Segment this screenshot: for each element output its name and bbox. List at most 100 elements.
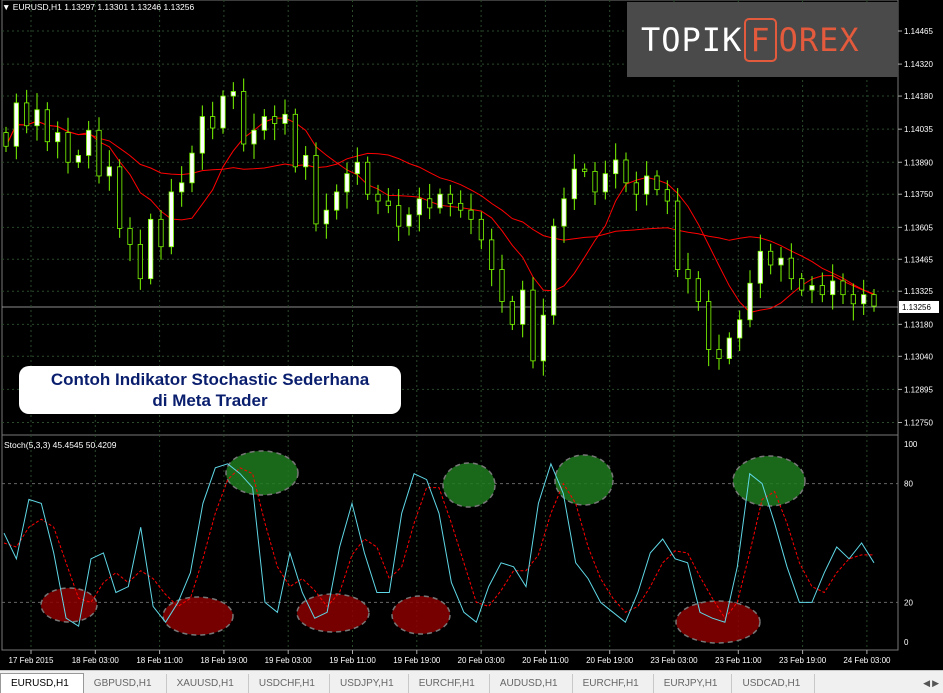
- candle-body: [189, 152, 195, 184]
- caption-line-2: di Meta Trader: [152, 391, 268, 410]
- candle-body: [530, 289, 536, 362]
- candle-body: [747, 282, 753, 321]
- price-axis-label: 1.12750: [904, 418, 933, 427]
- scroll-left-icon[interactable]: ◀: [923, 679, 931, 689]
- tab-eurchf-h1-2[interactable]: EURCHF,H1: [573, 674, 654, 693]
- candle-body: [168, 191, 174, 248]
- caption-box: Contoh Indikator Stochastic Sederhana di…: [19, 366, 401, 414]
- candle-body: [840, 280, 846, 296]
- candle-body: [385, 200, 391, 207]
- candle-body: [261, 116, 267, 131]
- time-axis-label: 23 Feb 03:00: [650, 656, 698, 665]
- candle-body: [551, 225, 557, 316]
- overbought-highlight: [732, 455, 806, 507]
- candle-body: [830, 280, 836, 296]
- time-axis-label: 18 Feb 19:00: [200, 656, 248, 665]
- scroll-right-icon[interactable]: ▶: [932, 679, 939, 689]
- candle-body: [55, 132, 61, 143]
- candle-body: [375, 193, 381, 202]
- price-axis-label: 1.13465: [904, 255, 933, 264]
- tab-eurchf-h1[interactable]: EURCHF,H1: [409, 674, 490, 693]
- tab-eurjpy-h1[interactable]: EURJPY,H1: [654, 674, 733, 693]
- tab-gbpusd-h1[interactable]: GBPUSD,H1: [84, 674, 167, 693]
- price-axis-label: 1.14180: [904, 92, 933, 101]
- topikforex-logo: TOPIK F OREX: [627, 2, 898, 77]
- oversold-highlight: [296, 593, 370, 633]
- stochastic-lines: [3, 462, 875, 628]
- candle-body: [272, 116, 278, 124]
- oversold-highlight: [40, 587, 98, 623]
- candle-body: [396, 205, 402, 227]
- candle-body: [540, 314, 546, 362]
- candle-body: [685, 269, 691, 280]
- candle-body: [34, 109, 40, 127]
- candle-body: [788, 257, 794, 280]
- tab-usdcad-h1[interactable]: USDCAD,H1: [732, 674, 816, 693]
- stoch-axis-label: 100: [904, 440, 918, 449]
- oversold-highlight: [162, 596, 234, 636]
- current-price-box: [899, 300, 939, 313]
- candle-body: [716, 349, 722, 359]
- candle-body: [799, 278, 805, 291]
- candle-body: [251, 129, 257, 145]
- moving-averages: [5, 117, 875, 313]
- time-axis-label: 20 Feb 11:00: [522, 656, 569, 665]
- candle-body: [850, 294, 856, 305]
- candle-body: [478, 218, 484, 241]
- candle-body: [199, 116, 205, 154]
- candle-body: [561, 198, 567, 227]
- candle-body: [106, 166, 112, 177]
- candle-body: [737, 319, 743, 339]
- candle-body: [675, 200, 681, 270]
- chart-frame: [1, 0, 899, 651]
- candle-body: [458, 202, 464, 211]
- oversold-highlight: [391, 595, 451, 635]
- candle-body: [406, 214, 412, 227]
- candle-body: [179, 182, 185, 193]
- caption-line-1: Contoh Indikator Stochastic Sederhana: [50, 370, 370, 389]
- candle-body: [220, 95, 226, 129]
- tab-usdchf-h1[interactable]: USDCHF,H1: [249, 674, 330, 693]
- candle-body: [499, 269, 505, 302]
- candle-body: [664, 189, 670, 202]
- current-price-label: 1.13256: [902, 303, 931, 312]
- candle-body: [323, 209, 329, 225]
- tab-usdjpy-h1[interactable]: USDJPY,H1: [330, 674, 409, 693]
- time-axis-label: 20 Feb 19:00: [586, 656, 634, 665]
- candle-body: [809, 285, 815, 291]
- time-axis-label: 24 Feb 03:00: [843, 656, 891, 665]
- candle-body: [861, 294, 867, 305]
- time-axis-label: 20 Feb 03:00: [458, 656, 506, 665]
- candle-body: [520, 289, 526, 325]
- stoch-main-line: [3, 462, 875, 628]
- oversold-highlight: [675, 600, 761, 644]
- time-axis-label: 23 Feb 11:00: [715, 656, 762, 665]
- tab-eurusd-h1[interactable]: EURUSD,H1: [0, 673, 84, 693]
- price-axis-label: 1.13605: [904, 223, 933, 232]
- time-axis-label: 18 Feb 11:00: [136, 656, 183, 665]
- candle-body: [334, 191, 340, 211]
- candle-body: [768, 250, 774, 266]
- candle-body: [447, 193, 453, 204]
- candle-body: [726, 337, 732, 359]
- candle-body: [757, 250, 763, 284]
- tab-xauusd-h1[interactable]: XAUUSD,H1: [167, 674, 249, 693]
- price-axis-label: 1.13180: [904, 320, 933, 329]
- candle-body: [468, 209, 474, 220]
- symbol-info-bar: ▼ EURUSD,H1 1.13297 1.13301 1.13246 1.13…: [2, 2, 195, 12]
- candle-body: [158, 218, 164, 248]
- tab-scroll-arrows: ◀ ▶: [919, 679, 943, 693]
- candle-body: [509, 301, 515, 325]
- tab-audusd-h1[interactable]: AUDUSD,H1: [490, 674, 573, 693]
- candle-body: [778, 257, 784, 266]
- candle-body: [44, 109, 50, 143]
- time-axis-label: 19 Feb 11:00: [329, 656, 376, 665]
- candle-body: [148, 218, 154, 280]
- ma-fast-line: [5, 117, 875, 313]
- price-axis-label: 1.13750: [904, 190, 933, 199]
- candle-body: [24, 102, 30, 127]
- candle-body: [706, 301, 712, 350]
- candle-body: [489, 239, 495, 270]
- candle-body: [613, 159, 619, 175]
